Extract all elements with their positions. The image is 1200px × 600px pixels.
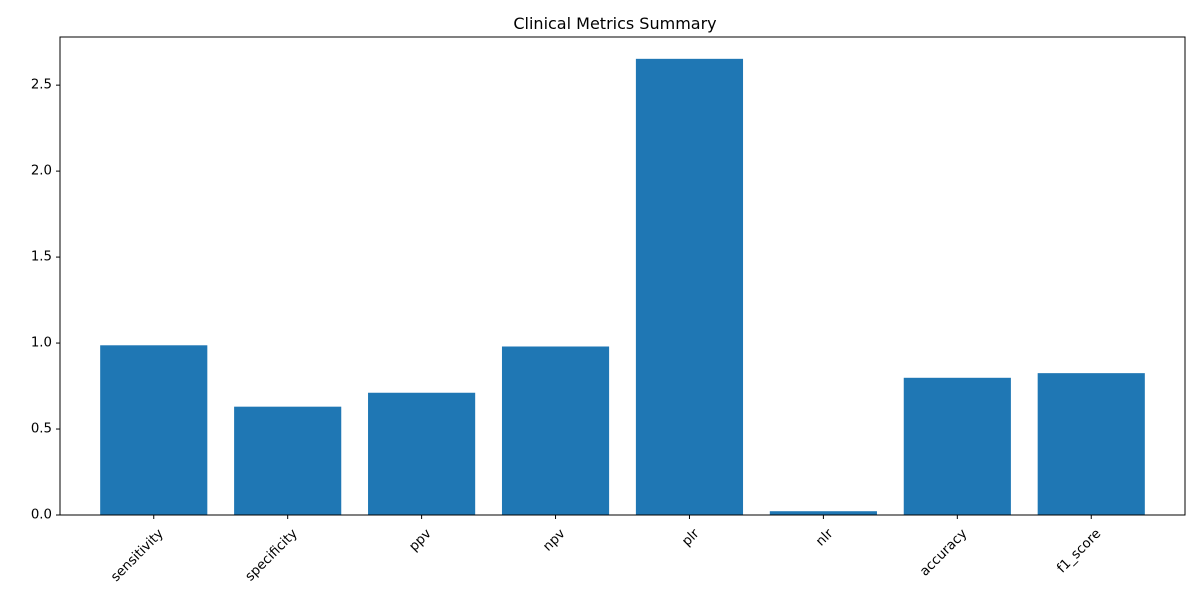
x-tick-label: plr <box>679 526 702 549</box>
bars-layer <box>100 58 1145 515</box>
bar-sensitivity <box>100 345 208 515</box>
x-tick-label: specificity <box>243 526 301 584</box>
y-tick-label: 0.5 <box>31 422 52 437</box>
bar-ppv <box>368 392 476 515</box>
x-tick-label: ppv <box>407 526 435 554</box>
chart-title: Clinical Metrics Summary <box>513 14 716 33</box>
bar-accuracy <box>903 377 1011 515</box>
y-tick-label: 2.0 <box>31 164 52 179</box>
x-tick-label: f1_score <box>1054 526 1104 576</box>
x-tick-label: sensitivity <box>108 526 167 585</box>
bar-nlr <box>769 511 877 515</box>
y-axis: 0.0 0.5 1.0 1.5 2.0 2.5 <box>31 78 60 523</box>
y-tick-label: 1.0 <box>31 336 52 351</box>
x-axis: sensitivity specificity ppv npv plr nlr accura… <box>108 515 1104 585</box>
bar-specificity <box>234 406 342 515</box>
y-tick-label: 2.5 <box>31 78 52 93</box>
x-tick-label: accuracy <box>917 526 970 579</box>
x-tick-label: npv <box>540 526 568 554</box>
bar-f1-score <box>1037 373 1145 515</box>
y-tick-label: 0.0 <box>31 508 52 523</box>
bar-npv <box>501 346 610 515</box>
plot-frame <box>59 36 1186 516</box>
y-tick-label: 1.5 <box>31 250 52 265</box>
bar-plr <box>635 58 744 515</box>
x-tick-label: nlr <box>813 526 836 549</box>
